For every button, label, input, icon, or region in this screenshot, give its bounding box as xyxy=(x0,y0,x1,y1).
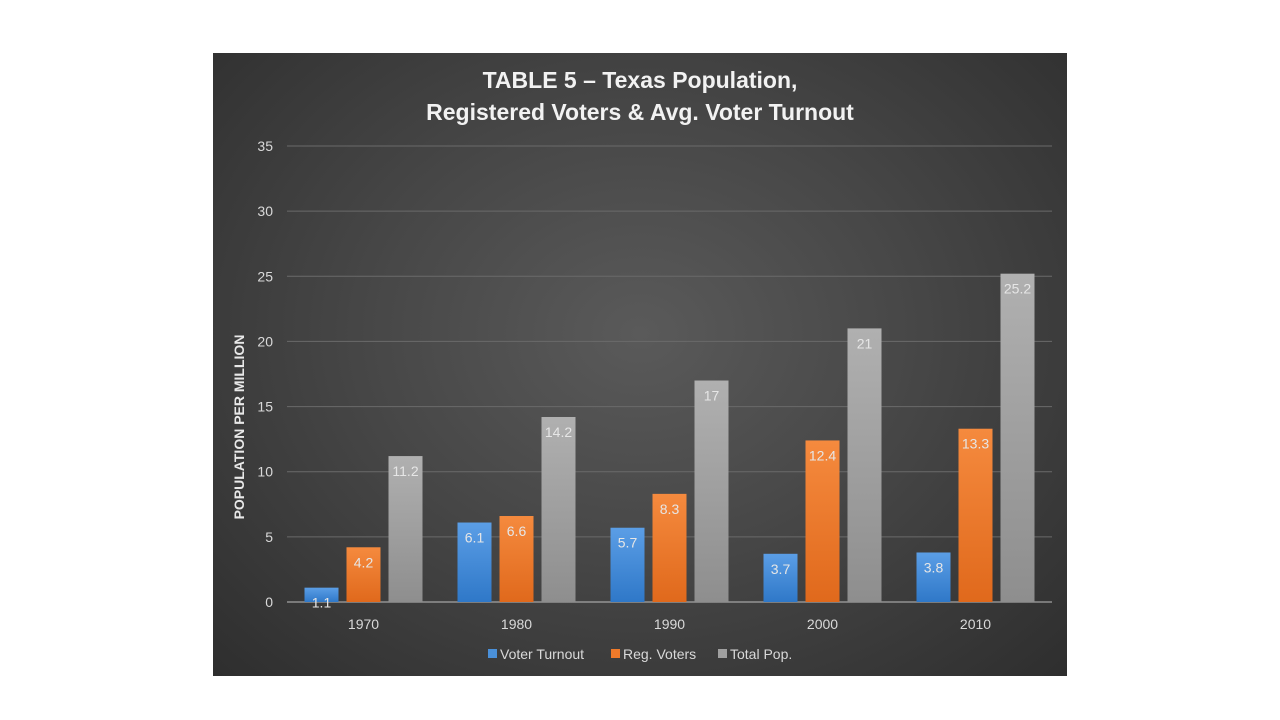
data-label: 11.2 xyxy=(392,463,418,479)
bar-voter-turnout-1990 xyxy=(610,527,645,602)
y-tick-label: 5 xyxy=(265,529,273,545)
legend-swatch xyxy=(718,649,727,658)
y-tick-label: 15 xyxy=(257,399,273,415)
bar-voter-turnout-2000 xyxy=(763,553,798,602)
data-label: 25.2 xyxy=(1004,281,1031,297)
data-label: 13.3 xyxy=(962,436,989,452)
x-tick-label: 2010 xyxy=(960,616,991,632)
chart-title-line-1: TABLE 5 – Texas Population, xyxy=(483,67,798,93)
data-label: 1.1 xyxy=(312,595,332,611)
bar-total-pop--1970 xyxy=(388,456,423,602)
data-label: 4.2 xyxy=(354,554,374,570)
bar-reg-voters-1980 xyxy=(499,516,534,602)
data-label: 12.4 xyxy=(809,447,836,463)
y-tick-label: 25 xyxy=(257,268,273,284)
legend-label: Total Pop. xyxy=(730,646,792,662)
bar-total-pop--2000 xyxy=(847,328,882,602)
bar-total-pop--1990 xyxy=(694,380,729,602)
y-tick-label: 35 xyxy=(257,138,273,154)
y-axis-label: POPULATION PER MILLION xyxy=(231,335,247,520)
data-label: 14.2 xyxy=(545,424,572,440)
y-tick-label: 10 xyxy=(257,464,273,480)
bar-chart: TABLE 5 – Texas Population, Registered V… xyxy=(231,67,1052,662)
bar-voter-turnout-1970 xyxy=(304,587,339,602)
bar-voter-turnout-1980 xyxy=(457,522,492,602)
bar-reg-voters-2000 xyxy=(805,440,840,602)
data-label: 17 xyxy=(704,388,720,404)
legend-label: Reg. Voters xyxy=(623,646,696,662)
bar-voter-turnout-2010 xyxy=(916,552,951,602)
x-tick-label: 1990 xyxy=(654,616,685,632)
bar-reg-voters-2010 xyxy=(958,428,993,602)
bar-reg-voters-1970 xyxy=(346,547,381,602)
x-tick-label: 2000 xyxy=(807,616,838,632)
data-label: 3.8 xyxy=(924,559,944,575)
chart-area: TABLE 5 – Texas Population, Registered V… xyxy=(213,53,1067,676)
chart-title-line-2: Registered Voters & Avg. Voter Turnout xyxy=(426,99,854,125)
data-label: 6.1 xyxy=(465,530,485,546)
y-tick-label: 0 xyxy=(265,594,273,610)
bar-total-pop--1980 xyxy=(541,416,576,602)
bar-total-pop--2010 xyxy=(1000,273,1035,602)
x-tick-label: 1980 xyxy=(501,616,532,632)
y-tick-label: 20 xyxy=(257,333,273,349)
legend-swatch xyxy=(488,649,497,658)
data-label: 5.7 xyxy=(618,535,638,551)
y-tick-label: 30 xyxy=(257,203,273,219)
data-label: 6.6 xyxy=(507,523,527,539)
legend-swatch xyxy=(611,649,620,658)
data-label: 8.3 xyxy=(660,501,680,517)
data-label: 3.7 xyxy=(771,561,791,577)
bar-reg-voters-1990 xyxy=(652,493,687,602)
x-tick-label: 1970 xyxy=(348,616,379,632)
legend-label: Voter Turnout xyxy=(500,646,584,662)
data-label: 21 xyxy=(857,335,873,351)
